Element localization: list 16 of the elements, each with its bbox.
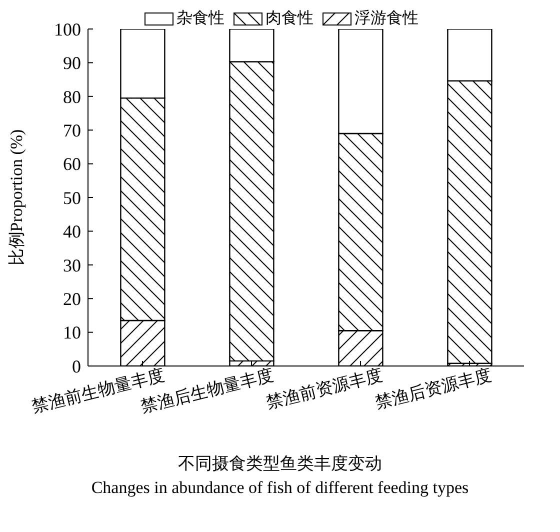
y-tick-label: 60 [63,154,81,174]
legend-label: 肉食性 [264,9,314,29]
legend-label: 浮游食性 [354,8,418,29]
y-tick-label: 0 [72,356,81,376]
y-tick-label: 10 [63,322,81,343]
y-tick-label: 90 [63,53,81,74]
y-tick-label: 100 [54,19,81,40]
legend-label: 杂食性 [176,8,224,29]
y-tick-label: 20 [63,288,81,309]
y-tick-label: 80 [63,86,81,107]
y-tick-label: 40 [63,222,81,242]
x-axis-title: 不同摄食类型鱼类丰度变动 Changes in abundance of fish of different feeding types [90,453,470,499]
y-tick-label: 70 [63,120,81,140]
y-axis-title: 比例Proportion (%) [7,129,26,266]
y-tick-label: 50 [63,188,81,208]
y-tick-label: 30 [63,255,81,276]
